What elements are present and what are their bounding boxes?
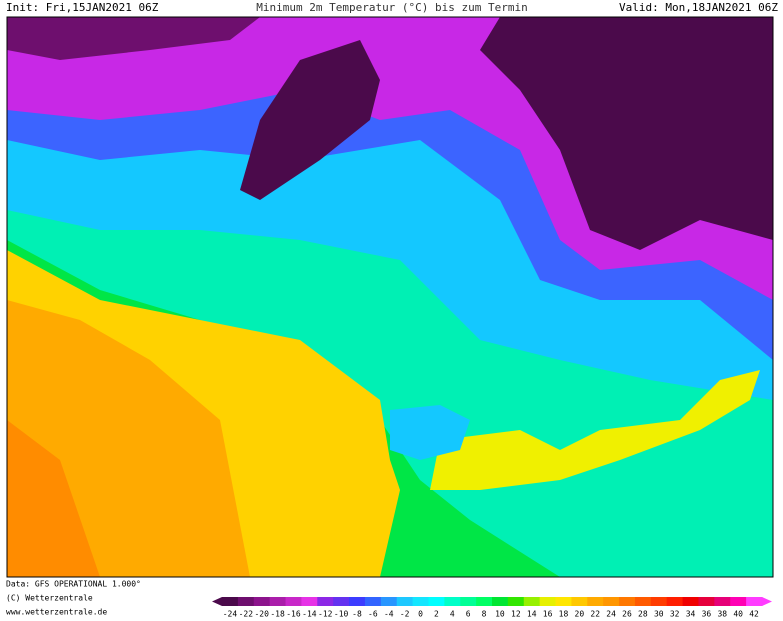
color-swatch: [222, 597, 239, 606]
color-swatch: [507, 597, 525, 606]
color-swatch: [253, 597, 271, 606]
color-bar-label: 22: [590, 610, 600, 619]
color-bar-label: -6: [368, 610, 378, 619]
color-bar-label: -4: [384, 610, 394, 619]
color-swatch: [539, 597, 557, 606]
color-swatch: [269, 597, 287, 606]
color-bar-right-arrow: [762, 597, 772, 606]
color-bar-label: 28: [638, 610, 648, 619]
color-bar-label: 10: [495, 610, 505, 619]
color-bar-label: 6: [466, 610, 471, 619]
color-swatch: [492, 597, 509, 606]
color-swatch: [237, 597, 255, 606]
color-bar-label: -12: [318, 610, 333, 619]
color-bar-label: 16: [543, 610, 553, 619]
init-time: Init: Fri,15JAN2021 06Z: [6, 1, 159, 14]
color-swatch: [714, 597, 731, 606]
map-title: Minimum 2m Temperatur (°C) bis zum Termi…: [256, 1, 528, 14]
color-swatch: [364, 597, 382, 606]
color-bar: -24 -22 -20 -18 -16 -14 -12 -10 -8 -6 -4 -2 0 2 4 6 8 10 1…: [212, 597, 772, 619]
color-bar-label: 12: [511, 610, 521, 619]
color-swatch: [349, 597, 366, 606]
color-bar-label: -8: [352, 610, 362, 619]
color-swatch: [460, 597, 477, 606]
color-swatch: [698, 597, 715, 606]
color-swatch: [317, 597, 334, 606]
color-swatch: [523, 597, 541, 606]
color-swatch: [571, 597, 588, 606]
color-bar-label: 8: [482, 610, 487, 619]
color-swatch: [619, 597, 636, 606]
color-swatch: [682, 597, 699, 606]
color-swatch: [666, 597, 684, 606]
color-bar-label: 34: [686, 610, 696, 619]
color-bar-label: -14: [302, 610, 317, 619]
color-bar-label: 32: [670, 610, 680, 619]
color-bar-label: 14: [527, 610, 537, 619]
copyright: (C) Wetterzentrale: [6, 594, 93, 603]
color-bar-label: 24: [606, 610, 616, 619]
color-bar-label: 30: [654, 610, 664, 619]
color-swatch: [650, 597, 668, 606]
color-bar-label: 38: [717, 610, 727, 619]
color-bar-label: 4: [450, 610, 455, 619]
color-swatch: [444, 597, 461, 606]
color-swatch: [634, 597, 652, 606]
color-bar-label: 2: [434, 610, 439, 619]
color-swatch: [301, 597, 318, 606]
color-bar-label: 40: [733, 610, 743, 619]
color-swatch: [730, 597, 747, 606]
color-swatch: [380, 597, 398, 606]
data-source: Data: GFS OPERATIONAL 1.000°: [6, 580, 141, 589]
color-swatch: [555, 597, 572, 606]
color-bar-label: 18: [559, 610, 569, 619]
color-bar-label: 26: [622, 610, 632, 619]
color-bar-left-arrow: [212, 597, 222, 606]
color-bar-label: -20: [254, 610, 269, 619]
color-bar-label: -24: [223, 610, 238, 619]
color-swatch: [603, 597, 620, 606]
map: [6, 16, 774, 578]
color-bar-label: -10: [334, 610, 349, 619]
color-bar-label: -2: [400, 610, 410, 619]
color-bar-label: 20: [575, 610, 585, 619]
website: www.wetterzentrale.de: [6, 608, 107, 617]
color-swatch: [476, 597, 493, 606]
color-bar-label: -16: [286, 610, 301, 619]
color-bar-label: 36: [702, 610, 712, 619]
color-swatch: [428, 597, 445, 606]
color-bar-label: 42: [749, 610, 759, 619]
color-swatch: [396, 597, 414, 606]
color-swatch: [587, 597, 604, 606]
color-swatch: [746, 597, 763, 606]
color-swatch: [285, 597, 302, 606]
color-swatch: [412, 597, 429, 606]
color-swatch: [333, 597, 350, 606]
color-bar-label: -18: [270, 610, 285, 619]
color-bar-label: 0: [418, 610, 423, 619]
color-bar-label: -22: [239, 610, 254, 619]
valid-time: Valid: Mon,18JAN2021 06Z: [619, 1, 778, 14]
